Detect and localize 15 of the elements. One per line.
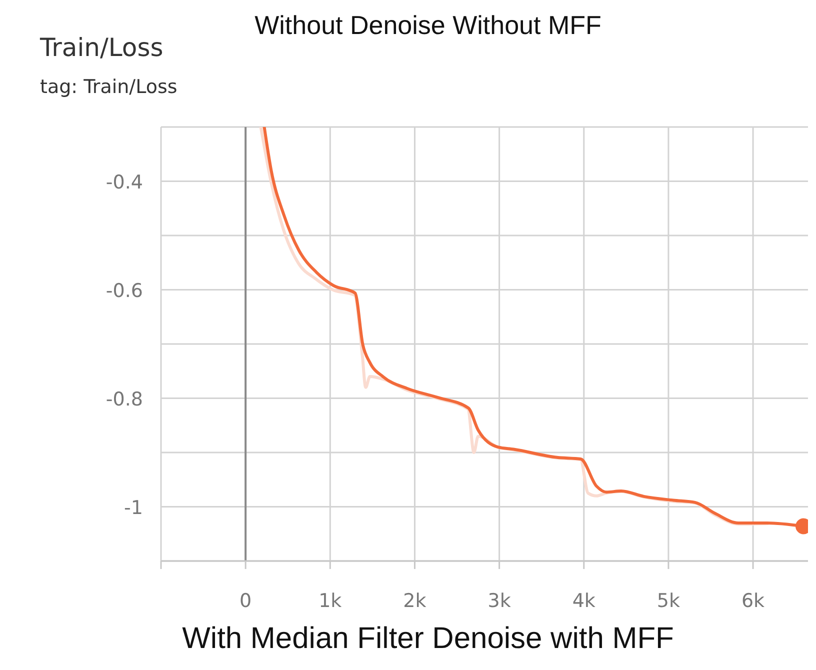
x-tick-label: 3k	[488, 590, 511, 612]
x-tick-label: 1k	[318, 590, 342, 612]
y-tick-label: -0.6	[106, 280, 143, 302]
chart-title: Train/Loss	[39, 33, 164, 62]
x-tick-label: 4k	[572, 590, 596, 612]
chart-subtitle: tag: Train/Loss	[40, 76, 178, 98]
text: With Median Filter Denoise with MFF	[182, 622, 674, 655]
x-tick-label: 5k	[656, 590, 680, 612]
y-tick-label: -0.4	[106, 171, 143, 194]
x-tick-label: 2k	[403, 590, 426, 612]
y-tick-label: -1	[124, 496, 143, 519]
text: Without Denoise Without MFF	[254, 10, 602, 40]
y-tick-label: -0.8	[106, 388, 143, 410]
x-tick-label: 0	[240, 590, 252, 612]
x-tick-label: 6k	[741, 590, 765, 612]
